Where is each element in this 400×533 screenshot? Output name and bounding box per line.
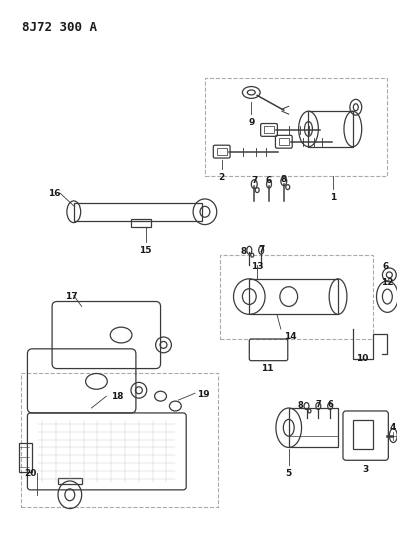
Text: 3: 3 (362, 465, 369, 474)
Text: 20: 20 (24, 469, 36, 478)
Text: 10: 10 (356, 354, 368, 363)
Text: 8J72 300 A: 8J72 300 A (22, 21, 98, 35)
Text: 7: 7 (258, 245, 264, 254)
Text: 15: 15 (140, 246, 152, 255)
Bar (205, 78, 387, 176)
Text: 6: 6 (327, 400, 333, 409)
Bar (353, 420, 372, 449)
Bar (217, 148, 227, 155)
Text: 7: 7 (316, 400, 321, 409)
Text: 1: 1 (330, 193, 336, 202)
Text: 11: 11 (261, 364, 273, 373)
Bar (20, 374, 218, 507)
Bar (58, 478, 82, 484)
Text: 8: 8 (281, 175, 287, 184)
Bar (18, 442, 32, 472)
Text: 4: 4 (389, 423, 396, 432)
Text: 18: 18 (111, 392, 124, 401)
Text: 2: 2 (218, 173, 225, 182)
Text: 14: 14 (284, 332, 296, 341)
Bar (308, 111, 353, 147)
Bar (220, 255, 372, 339)
Bar (74, 203, 202, 221)
Text: 17: 17 (66, 292, 78, 301)
Text: 6: 6 (382, 262, 388, 271)
Bar (289, 408, 338, 447)
Bar (279, 138, 289, 145)
Text: 7: 7 (251, 176, 258, 185)
Text: 12: 12 (381, 278, 394, 287)
Text: 13: 13 (251, 262, 264, 271)
Text: 5: 5 (286, 469, 292, 478)
Text: 6: 6 (266, 176, 272, 185)
Bar (249, 279, 338, 314)
Text: 16: 16 (48, 189, 60, 198)
Bar (264, 126, 274, 133)
Text: 8: 8 (240, 247, 246, 256)
Text: 9: 9 (248, 118, 254, 127)
Bar (131, 219, 151, 227)
Text: 19: 19 (197, 390, 210, 399)
Text: 8: 8 (298, 401, 304, 410)
